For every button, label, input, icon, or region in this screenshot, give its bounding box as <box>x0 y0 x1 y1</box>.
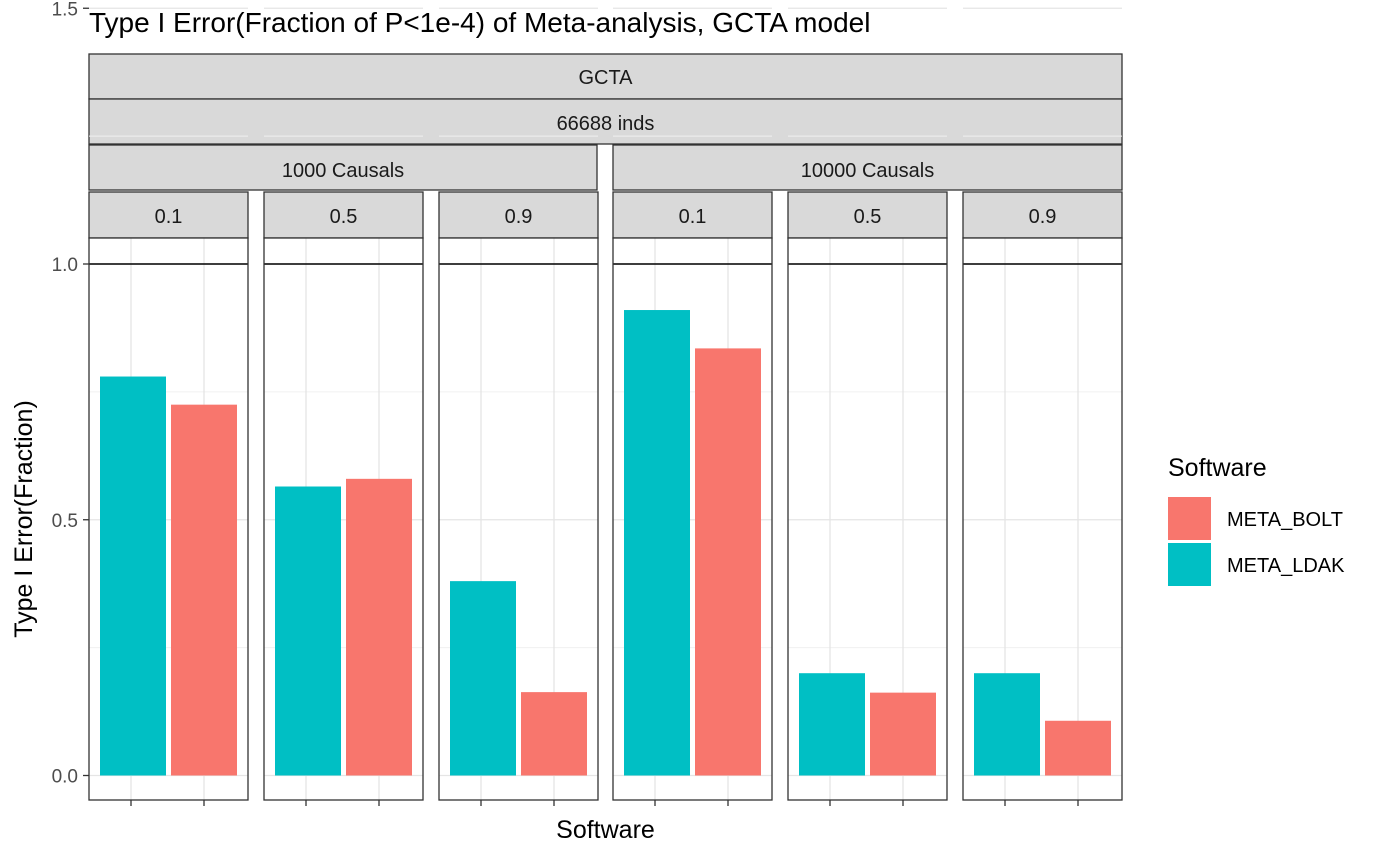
bar-meta-bolt <box>695 348 761 776</box>
strip-causals-bg <box>612 144 1123 191</box>
bar-meta-bolt <box>171 404 237 776</box>
strip-model-bg <box>88 53 1123 100</box>
strip-inds-label: 66688 inds <box>557 113 655 135</box>
legend-label: META_LDAK <box>1227 555 1345 577</box>
chart-title: Type I Error(Fraction of P<1e-4) of Meta… <box>89 7 870 38</box>
strip-causals-bg <box>88 144 598 191</box>
panel-border <box>88 237 249 801</box>
bar-meta-bolt <box>1045 720 1111 776</box>
strip-heritability-bg <box>263 191 424 239</box>
bar-meta-ldak <box>974 673 1040 776</box>
bar-meta-ldak <box>100 376 166 776</box>
strip-model-label: GCTA <box>578 67 633 89</box>
strip-heritability-bg <box>438 191 599 239</box>
strip-causals-label: 1000 Causals <box>282 160 404 182</box>
strip-heritability-label: 0.1 <box>155 206 183 228</box>
bar-meta-ldak <box>799 673 865 776</box>
strip-heritability-label: 0.5 <box>330 206 358 228</box>
x-axis-title: Software <box>556 816 655 844</box>
strip-heritability-bg <box>787 191 948 239</box>
bar-meta-bolt <box>346 478 412 776</box>
strip-inds-bg <box>88 98 1123 145</box>
strip-heritability-bg <box>962 191 1123 239</box>
y-tick-label: 1.0 <box>52 255 78 276</box>
bar-meta-ldak <box>450 581 516 776</box>
legend-title: Software <box>1168 454 1267 482</box>
panel-border <box>962 237 1123 801</box>
panel-border <box>612 237 773 801</box>
legend-swatch-meta-bolt <box>1168 497 1211 540</box>
y-axis-title: Type I Error(Fraction) <box>10 400 38 638</box>
strip-causals-label: 10000 Causals <box>801 160 934 182</box>
y-tick-label: 1.5 <box>52 0 78 20</box>
panel-border <box>787 237 948 801</box>
y-tick-label: 0.0 <box>52 767 78 788</box>
bar-meta-bolt <box>870 692 936 776</box>
bar-meta-bolt <box>521 692 587 776</box>
bar-meta-ldak <box>275 486 341 776</box>
panel-border <box>438 237 599 801</box>
strip-heritability-label: 0.9 <box>1029 206 1057 228</box>
legend-swatch-meta-ldak <box>1168 543 1211 586</box>
y-tick-label: 0.5 <box>52 511 78 532</box>
strip-heritability-label: 0.9 <box>505 206 533 228</box>
legend-label: META_BOLT <box>1227 509 1343 531</box>
strip-heritability-label: 0.1 <box>679 206 707 228</box>
panel-border <box>263 237 424 801</box>
strip-heritability-label: 0.5 <box>854 206 882 228</box>
bar-meta-ldak <box>624 310 690 776</box>
